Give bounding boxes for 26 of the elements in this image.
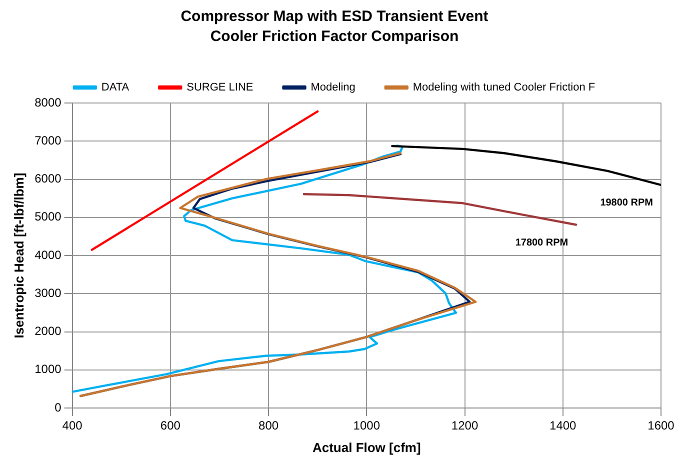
y-tick-label: 4000 [34, 248, 62, 262]
chart-subtitle: Cooler Friction Factor Comparison [210, 28, 459, 46]
y-tick-label: 1000 [34, 362, 62, 376]
x-tick-label: 400 [62, 418, 83, 433]
y-tick-label: 2000 [34, 324, 62, 338]
y-tick-label: 5000 [34, 210, 62, 224]
x-tick-label: 800 [258, 418, 279, 433]
y-tick-label: 7000 [34, 133, 62, 148]
y-axis-title: Isentropic Head [ft-lbf/lbm] [11, 172, 26, 338]
annotation: 19800 RPM [600, 198, 653, 209]
x-tick-label: 600 [160, 418, 181, 433]
y-tick-label: 8000 [34, 95, 62, 110]
x-tick-label: 1000 [353, 418, 380, 433]
y-tick-label: 3000 [34, 286, 62, 300]
y-tick-label: 6000 [34, 172, 62, 186]
annotation: 17800 RPM [515, 237, 568, 248]
legend-label: DATA [101, 82, 130, 94]
x-tick-label: 1400 [550, 418, 577, 433]
y-tick-label: 0 [54, 400, 62, 414]
legend-label: Modeling with tuned Cooler Friction F [412, 82, 596, 94]
x-tick-label: 1200 [451, 418, 478, 433]
chart-title: Compressor Map with ESD Transient Event [180, 8, 488, 26]
x-tick-label: 1600 [648, 418, 675, 433]
legend-label: SURGE LINE [186, 82, 254, 94]
legend-label: Modeling [310, 82, 356, 94]
x-axis-title: Actual Flow [cfm] [312, 440, 421, 455]
